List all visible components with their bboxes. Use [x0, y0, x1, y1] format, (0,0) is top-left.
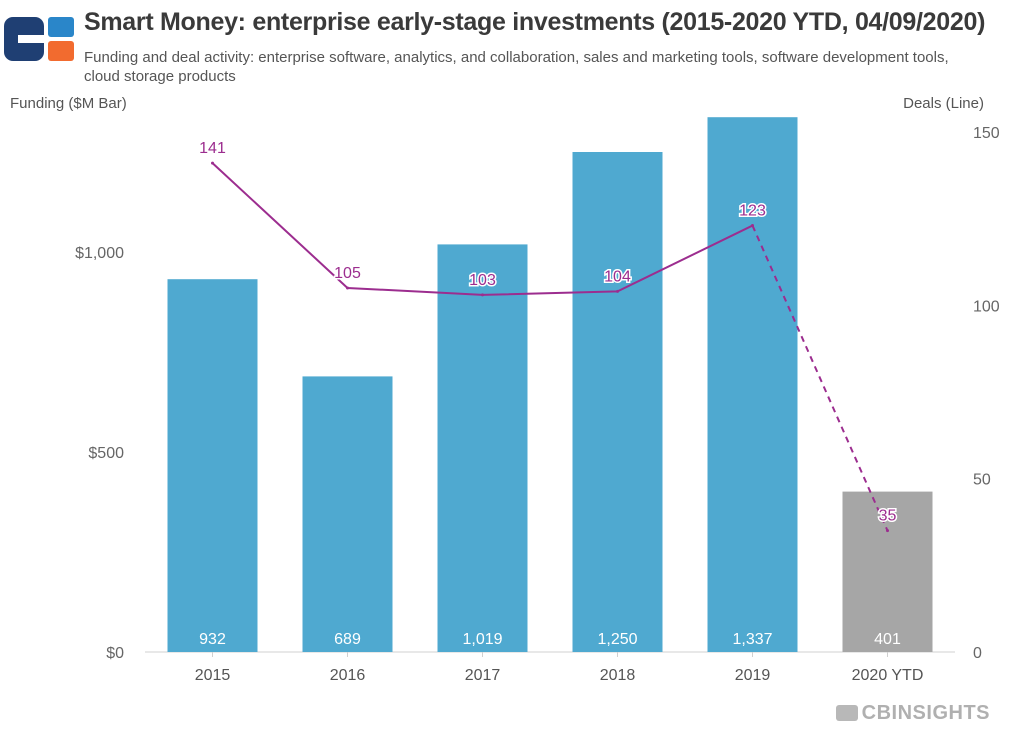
bar-value-label: 689: [334, 631, 361, 648]
deals-value-label: 123: [739, 203, 766, 220]
bar-value-label: 1,337: [732, 631, 772, 648]
deals-point: [211, 161, 214, 165]
right-tick-label: 0: [973, 645, 982, 662]
bar: [167, 279, 258, 652]
deals-point: [346, 286, 349, 290]
deals-point: [481, 293, 484, 297]
x-tick-label: 2019: [735, 667, 771, 684]
deals-value-label: 103: [469, 272, 496, 289]
cb-insights-watermark: CBINSIGHTS: [835, 702, 990, 725]
deals-point: [751, 224, 754, 228]
bar-value-label: 932: [199, 631, 226, 648]
x-tick-label: 2015: [195, 667, 231, 684]
bar: [572, 152, 663, 652]
bar: [437, 244, 528, 652]
bar: [842, 491, 933, 652]
deals-line-dashed: [751, 225, 889, 532]
bar: [707, 117, 798, 652]
deals-value-label: 105: [334, 265, 361, 282]
bar-value-label: 1,250: [597, 631, 637, 648]
right-tick-label: 150: [973, 125, 1000, 142]
right-tick-label: 50: [973, 472, 991, 489]
chart-title: Smart Money: enterprise early-stage inve…: [84, 8, 986, 36]
deals-value-label: 35: [879, 508, 897, 525]
deals-point: [616, 289, 619, 293]
left-axis-title: Funding ($M Bar): [10, 95, 127, 112]
x-tick-label: 2020 YTD: [852, 667, 924, 684]
right-tick-label: 100: [973, 298, 1000, 315]
deals-value-label: 104: [604, 268, 631, 285]
left-tick-label: $0: [106, 645, 124, 662]
bar-value-label: 401: [874, 631, 901, 648]
x-tick-label: 2018: [600, 667, 636, 684]
deals-value-label: 141: [199, 140, 226, 157]
watermark-icon: [835, 705, 858, 721]
bar-value-label: 1,019: [462, 631, 502, 648]
cb-insights-logo: [4, 14, 74, 64]
bar: [302, 376, 393, 652]
watermark-text: CBINSIGHTS: [861, 702, 990, 724]
chart-subtitle: Funding and deal activity: enterprise so…: [84, 49, 949, 85]
left-tick-label: $1,000: [75, 245, 124, 262]
left-tick-label: $500: [88, 445, 124, 462]
deals-point: [886, 529, 889, 533]
right-axis-title: Deals (Line): [903, 95, 984, 112]
x-tick-label: 2016: [330, 667, 366, 684]
x-tick-label: 2017: [465, 667, 501, 684]
